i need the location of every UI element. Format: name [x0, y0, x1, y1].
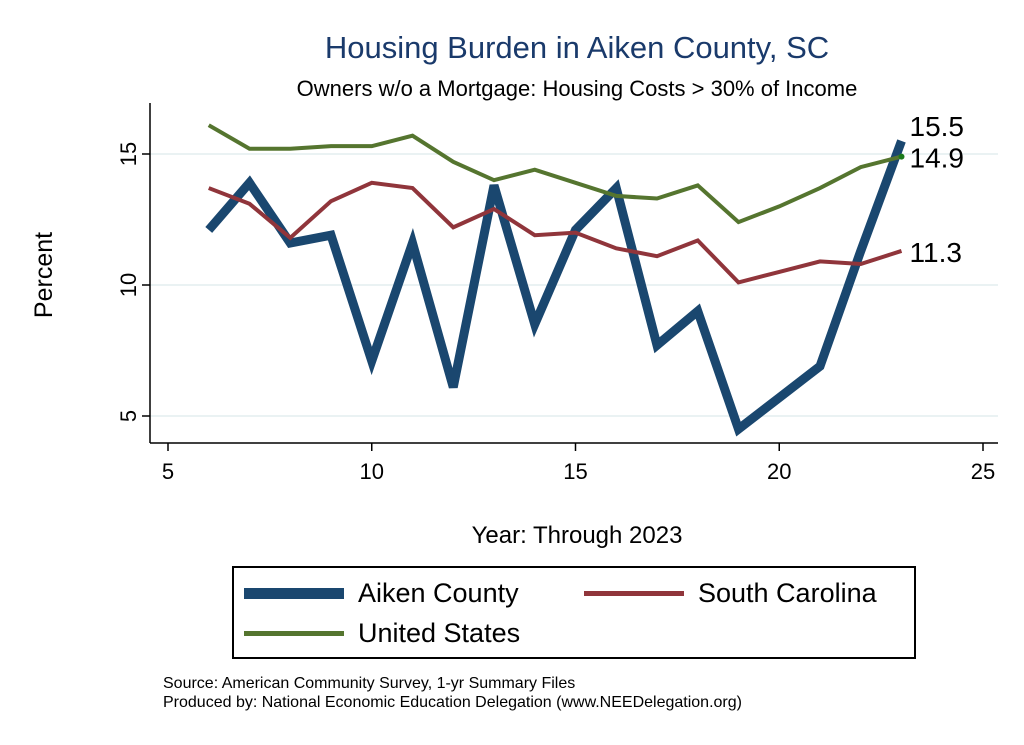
legend-item-south-carolina: South Carolina [584, 578, 877, 609]
chart-title: Housing Burden in Aiken County, SC [325, 30, 829, 65]
legend-label: Aiken County [358, 578, 519, 608]
y-tick-label: 5 [116, 410, 141, 422]
x-tick-label: 5 [162, 459, 174, 484]
y-axis-label: Percent [30, 232, 58, 318]
legend-label: South Carolina [698, 578, 877, 608]
end-value-label: 11.3 [910, 237, 962, 268]
legend-label: United States [358, 618, 521, 648]
source-line: Source: American Community Survey, 1-yr … [163, 675, 576, 692]
end-marker [898, 153, 905, 160]
chart-subtitle: Owners w/o a Mortgage: Housing Costs > 3… [297, 76, 858, 101]
legend-swatch [244, 631, 344, 636]
end-value-label: 14.9 [910, 143, 965, 174]
legend: Aiken County South Carolina United State… [232, 566, 916, 659]
legend-item-united-states: United States [244, 618, 520, 649]
end-value-label: 15.5 [910, 111, 965, 142]
source-note: Source: American Community Survey, 1-yr … [163, 674, 742, 712]
series-line-aiken-county [205, 139, 906, 437]
x-tick-label: 10 [360, 459, 384, 484]
x-tick-label: 20 [767, 459, 791, 484]
x-tick-label: 25 [971, 459, 995, 484]
y-tick-label: 15 [116, 142, 141, 166]
series-line-south-carolina [208, 180, 903, 285]
y-tick-label: 10 [116, 273, 141, 297]
x-axis-label: Year: Through 2023 [472, 522, 683, 549]
x-tick-label: 15 [563, 459, 587, 484]
legend-item-aiken: Aiken County [244, 578, 519, 609]
series-line-united-states [207, 123, 902, 225]
legend-swatch [584, 591, 684, 596]
producer-line: Produced by: National Economic Education… [163, 694, 742, 711]
line-chart: Housing Burden in Aiken County, SC Owner… [30, 30, 998, 549]
legend-swatch [244, 588, 344, 599]
